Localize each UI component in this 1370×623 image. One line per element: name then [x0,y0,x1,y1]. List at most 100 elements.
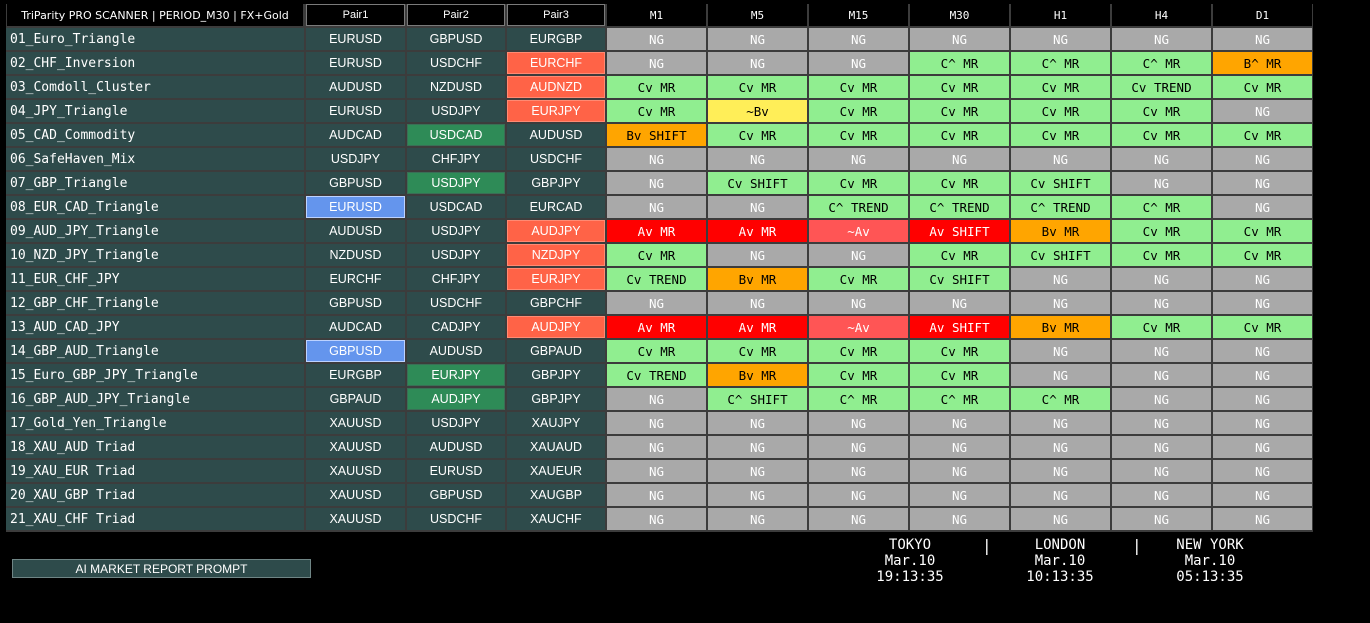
pair3-cell[interactable]: EURCHF [507,52,605,74]
signal-cell-d1[interactable]: Cv MR [1213,316,1312,338]
pair2-cell[interactable]: EURUSD [407,460,505,482]
signal-cell-h1[interactable]: Bv MR [1011,316,1110,338]
pair2-cell[interactable]: CHFJPY [407,148,505,170]
pair3-cell[interactable]: NZDJPY [507,244,605,266]
pair2-cell[interactable]: USDCAD [407,196,505,218]
signal-cell-h1[interactable]: Cv SHIFT [1011,244,1110,266]
signal-cell-m5[interactable]: NG [708,292,807,314]
signal-cell-m30[interactable]: Av SHIFT [910,316,1009,338]
pair1-cell[interactable]: EURUSD [306,28,405,50]
signal-cell-m15[interactable]: ~Av [809,316,908,338]
signal-cell-m1[interactable]: NG [607,172,706,194]
signal-cell-m30[interactable]: Cv SHIFT [910,268,1009,290]
signal-cell-h1[interactable]: Cv SHIFT [1011,172,1110,194]
pair2-cell[interactable]: USDJPY [407,412,505,434]
signal-cell-m15[interactable]: Cv MR [809,340,908,362]
pair1-cell[interactable]: USDJPY [306,148,405,170]
signal-cell-m1[interactable]: Cv MR [607,76,706,98]
signal-cell-m15[interactable]: Cv MR [809,364,908,386]
pair1-cell[interactable]: NZDUSD [306,244,405,266]
signal-cell-m5[interactable]: NG [708,436,807,458]
signal-cell-h4[interactable]: Cv MR [1112,244,1211,266]
signal-cell-h1[interactable]: NG [1011,148,1110,170]
signal-cell-m15[interactable]: Cv MR [809,172,908,194]
signal-cell-h4[interactable]: NG [1112,292,1211,314]
signal-cell-m30[interactable]: Cv MR [910,100,1009,122]
pair1-cell[interactable]: XAUUSD [306,508,405,530]
signal-cell-h1[interactable]: NG [1011,340,1110,362]
pair1-cell[interactable]: AUDUSD [306,76,405,98]
signal-cell-m1[interactable]: NG [607,436,706,458]
pair2-cell[interactable]: USDCAD [407,124,505,146]
signal-cell-m30[interactable]: Av SHIFT [910,220,1009,242]
pair2-cell[interactable]: AUDUSD [407,340,505,362]
pair1-cell[interactable]: EURCHF [306,268,405,290]
pair3-cell[interactable]: EURGBP [507,28,605,50]
signal-cell-m1[interactable]: Av MR [607,220,706,242]
pair3-cell[interactable]: EURCAD [507,196,605,218]
signal-cell-m15[interactable]: ~Av [809,220,908,242]
signal-cell-m15[interactable]: Cv MR [809,268,908,290]
ai-market-report-button[interactable]: AI MARKET REPORT PROMPT [12,559,311,578]
signal-cell-d1[interactable]: NG [1213,460,1312,482]
signal-cell-h1[interactable]: Bv MR [1011,220,1110,242]
pair3-cell[interactable]: GBPCHF [507,292,605,314]
signal-cell-m1[interactable]: Cv MR [607,100,706,122]
signal-cell-m5[interactable]: NG [708,148,807,170]
signal-cell-h4[interactable]: NG [1112,388,1211,410]
signal-cell-h1[interactable]: NG [1011,508,1110,530]
signal-cell-m30[interactable]: NG [910,436,1009,458]
signal-cell-m1[interactable]: NG [607,508,706,530]
signal-cell-d1[interactable]: Cv MR [1213,124,1312,146]
signal-cell-h1[interactable]: Cv MR [1011,100,1110,122]
pair3-cell[interactable]: XAUGBP [507,484,605,506]
signal-cell-d1[interactable]: NG [1213,508,1312,530]
signal-cell-h4[interactable]: NG [1112,460,1211,482]
signal-cell-m1[interactable]: NG [607,388,706,410]
pair3-cell[interactable]: XAUEUR [507,460,605,482]
pair3-cell[interactable]: AUDUSD [507,124,605,146]
signal-cell-m15[interactable]: NG [809,508,908,530]
pair1-cell[interactable]: EURGBP [306,364,405,386]
signal-cell-d1[interactable]: B^ MR [1213,52,1312,74]
signal-cell-h4[interactable]: NG [1112,484,1211,506]
signal-cell-h4[interactable]: NG [1112,436,1211,458]
signal-cell-m30[interactable]: Cv MR [910,364,1009,386]
signal-cell-h1[interactable]: Cv MR [1011,76,1110,98]
signal-cell-m1[interactable]: Av MR [607,316,706,338]
signal-cell-m15[interactable]: NG [809,460,908,482]
signal-cell-d1[interactable]: NG [1213,172,1312,194]
signal-cell-h1[interactable]: C^ TREND [1011,196,1110,218]
signal-cell-h4[interactable]: NG [1112,364,1211,386]
signal-cell-m15[interactable]: NG [809,148,908,170]
signal-cell-d1[interactable]: NG [1213,388,1312,410]
signal-cell-m30[interactable]: NG [910,412,1009,434]
signal-cell-m1[interactable]: NG [607,52,706,74]
pair2-cell[interactable]: USDCHF [407,52,505,74]
pair3-cell[interactable]: EURJPY [507,268,605,290]
signal-cell-m30[interactable]: C^ MR [910,388,1009,410]
signal-cell-h4[interactable]: Cv MR [1112,220,1211,242]
signal-cell-m15[interactable]: Cv MR [809,100,908,122]
signal-cell-d1[interactable]: NG [1213,412,1312,434]
pair1-cell[interactable]: AUDCAD [306,124,405,146]
signal-cell-m5[interactable]: ~Bv [708,100,807,122]
signal-cell-h4[interactable]: NG [1112,340,1211,362]
signal-cell-d1[interactable]: Cv MR [1213,76,1312,98]
signal-cell-m1[interactable]: NG [607,196,706,218]
signal-cell-h1[interactable]: NG [1011,460,1110,482]
signal-cell-m15[interactable]: NG [809,292,908,314]
signal-cell-m5[interactable]: Cv MR [708,76,807,98]
signal-cell-m30[interactable]: Cv MR [910,76,1009,98]
signal-cell-d1[interactable]: NG [1213,148,1312,170]
pair1-cell[interactable]: XAUUSD [306,460,405,482]
signal-cell-m30[interactable]: Cv MR [910,124,1009,146]
signal-cell-m30[interactable]: NG [910,292,1009,314]
pair3-cell[interactable]: USDCHF [507,148,605,170]
pair3-cell[interactable]: XAUCHF [507,508,605,530]
pair1-cell[interactable]: EURUSD [306,196,405,218]
pair1-cell[interactable]: GBPAUD [306,388,405,410]
signal-cell-d1[interactable]: Cv MR [1213,220,1312,242]
pair3-cell[interactable]: AUDJPY [507,316,605,338]
pair1-cell[interactable]: XAUUSD [306,436,405,458]
